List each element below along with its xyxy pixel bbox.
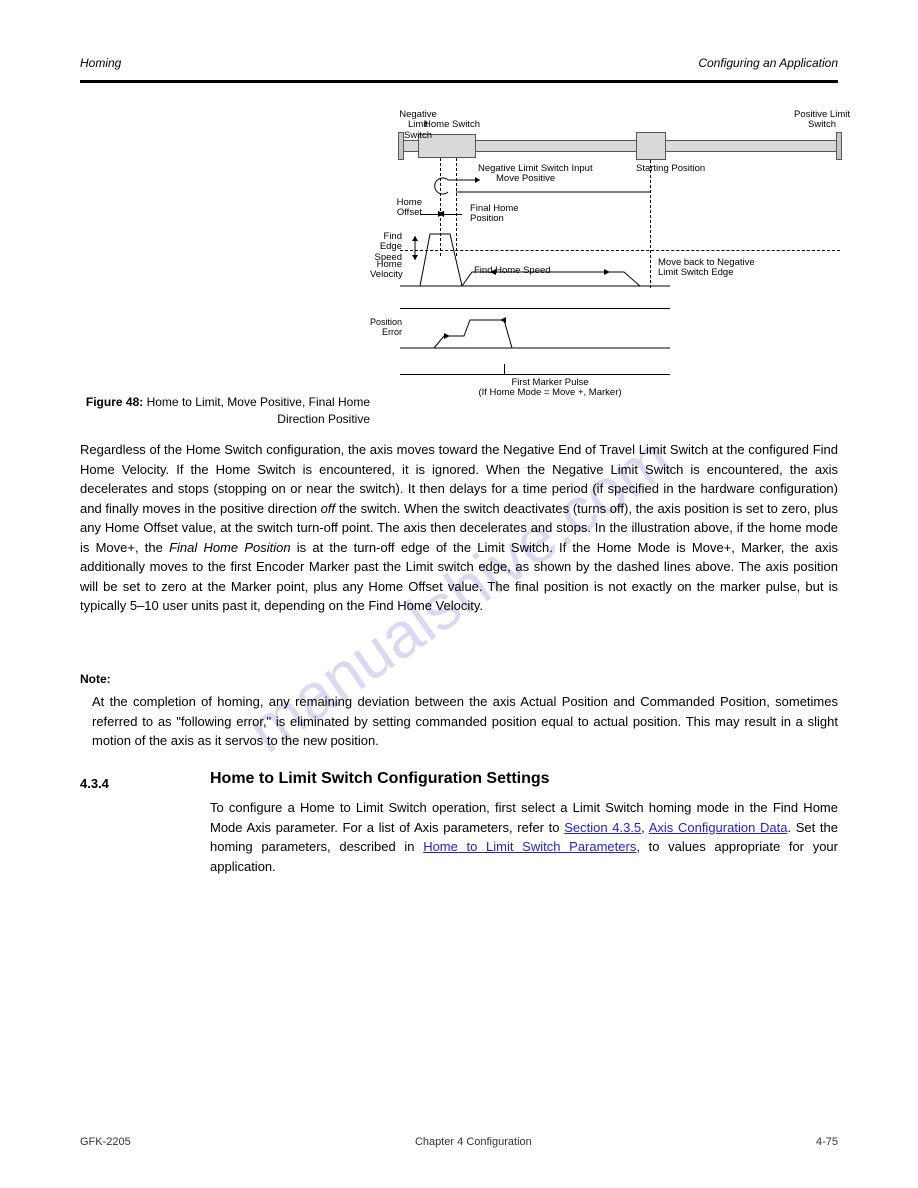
lbl-find-home-speed: Find Home Speed: [474, 266, 551, 276]
header-rule: [80, 80, 838, 83]
note-label: Note:: [80, 672, 838, 686]
marker-tick: [504, 364, 505, 374]
lbl-home-switch: Home Switch: [424, 120, 480, 130]
note-body: At the completion of homing, any remaini…: [92, 692, 838, 751]
velocity-profile: [400, 228, 670, 288]
lbl-pos-limit: Positive LimitSwitch: [792, 110, 852, 131]
link-axis-config[interactable]: Axis Configuration Data: [649, 820, 788, 835]
link-params[interactable]: Home to Limit Switch Parameters: [423, 839, 636, 854]
figure-caption: Figure 48: Home to Limit, Move Positive,…: [80, 394, 370, 428]
figure-number: Figure 48:: [86, 395, 143, 409]
homing-diagram: Negative LimitSwitch Home Switch Positiv…: [400, 110, 840, 400]
lbl-move-back-neg: Move back to NegativeLimit Switch Edge: [658, 258, 768, 279]
sidebar: 4.3.4: [80, 776, 190, 791]
lbl-start-pos: Starting Position: [636, 164, 705, 174]
lbl-home-velocity: HomeVelocity: [370, 260, 402, 281]
carriage: [636, 132, 666, 160]
figure-caption-block: Figure 48: Home to Limit, Move Positive,…: [80, 388, 370, 428]
para-1: Regardless of the Home Switch configurat…: [80, 440, 838, 628]
footer-right: 4-75: [816, 1136, 838, 1148]
page: manualshive.com Homing Configuring an Ap…: [0, 0, 918, 1188]
sb-c: ,: [641, 820, 649, 835]
footer: GFK-2205 Chapter 4 Configuration 4-75: [80, 1136, 838, 1148]
note-block: Note: At the completion of homing, any r…: [80, 666, 838, 751]
lbl-final-home: Final HomePosition: [470, 204, 519, 225]
lbl-home-offset: HomeOffset: [382, 198, 422, 219]
footer-center: Chapter 4 Configuration: [415, 1136, 532, 1148]
pos-limit-block: [836, 132, 842, 160]
link-section-435[interactable]: Section 4.3.5: [564, 820, 641, 835]
arrow-ho-1: [420, 214, 438, 215]
section: Home to Limit Switch Configuration Setti…: [210, 770, 838, 888]
footer-left: GFK-2205: [80, 1136, 131, 1148]
sidebar-number: 4.3.4: [80, 776, 190, 791]
figure-title: Home to Limit, Move Positive, Final Home…: [147, 395, 370, 426]
header-left: Homing: [80, 56, 121, 70]
p1-b: off: [321, 501, 335, 516]
lbl-pos-error: Position Error: [370, 318, 402, 338]
position-error-profile: [400, 308, 670, 352]
section-heading: Home to Limit Switch Configuration Setti…: [210, 770, 838, 788]
lbl-move-pos: Move Positive: [496, 174, 555, 184]
lbl-marker-pulse: First Marker Pulse(If Home Mode = Move +…: [460, 378, 640, 399]
section-body: To configure a Home to Limit Switch oper…: [210, 798, 838, 876]
arrow-ho-2: [444, 214, 462, 215]
p1-d: Final Home Position: [169, 540, 291, 555]
header-right: Configuring an Application: [698, 56, 838, 70]
marker-baseline: [400, 374, 670, 375]
